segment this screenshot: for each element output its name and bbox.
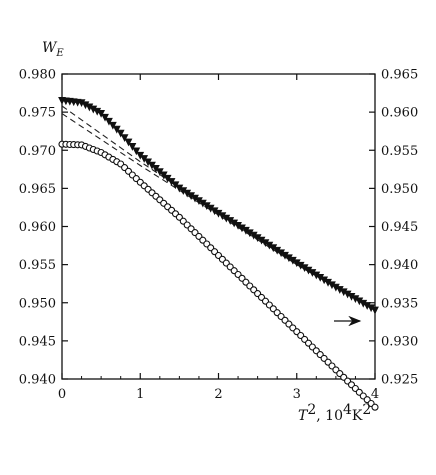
x-tick-label: 4 xyxy=(371,387,379,402)
y-left-tick-label: 0.975 xyxy=(19,106,56,121)
x-tick-label: 0 xyxy=(58,387,66,402)
axis-ticks xyxy=(61,73,376,380)
x-tick-label: 1 xyxy=(136,387,144,402)
y-left-tick-label: 0.940 xyxy=(19,373,56,388)
data-point-triangle xyxy=(128,143,137,151)
y-left-tick-label: 0.945 xyxy=(19,334,56,349)
data-point-triangle xyxy=(120,134,129,142)
data-point-triangle xyxy=(112,125,121,134)
y-left-tick-label: 0.960 xyxy=(19,220,56,235)
dashed-series-line xyxy=(61,113,376,311)
y-right-tick-label: 0.955 xyxy=(381,144,418,159)
y-left-tick-label: 0.965 xyxy=(19,182,56,197)
data-point-triangle xyxy=(124,138,133,147)
y-left-tick-label: 0.970 xyxy=(19,144,56,159)
data-point-triangle xyxy=(101,113,109,122)
y-left-tick-label: 0.950 xyxy=(19,296,56,311)
y-axis-title-sub: E xyxy=(55,48,64,59)
data-point-triangle xyxy=(116,129,125,138)
x-axis-title: T2, 104K2 xyxy=(298,402,371,424)
y-right-tick-label: 0.965 xyxy=(381,68,418,83)
data-point-triangle xyxy=(132,147,141,156)
y-right-tick-label: 0.945 xyxy=(381,220,418,235)
data-point-triangle xyxy=(97,109,106,118)
y-right-tick-label: 0.935 xyxy=(381,296,418,311)
data-point-circle xyxy=(371,403,379,411)
y-left-tick-label: 0.955 xyxy=(19,258,56,273)
x-tick-label: 2 xyxy=(214,387,222,402)
data-point-triangle xyxy=(371,306,379,315)
y-right-tick-label: 0.930 xyxy=(381,334,418,349)
series-group xyxy=(58,96,379,411)
series-line xyxy=(61,143,376,408)
y-left-tick-label: 0.980 xyxy=(19,68,56,83)
y-right-tick-label: 0.925 xyxy=(381,373,418,388)
data-point-triangle xyxy=(108,121,117,130)
data-point-triangle xyxy=(105,117,113,126)
y-right-tick-label: 0.940 xyxy=(381,258,418,273)
x-tick-label: 3 xyxy=(293,387,301,402)
y-right-tick-label: 0.950 xyxy=(381,182,418,197)
tick-labels: 0 1 2 3 4 0.940 0.945 0.950 0.955 0.960 0.965 0.970… xyxy=(19,68,418,403)
y-right-tick-label: 0.960 xyxy=(381,106,418,121)
y-axis-title: WE xyxy=(42,40,64,59)
